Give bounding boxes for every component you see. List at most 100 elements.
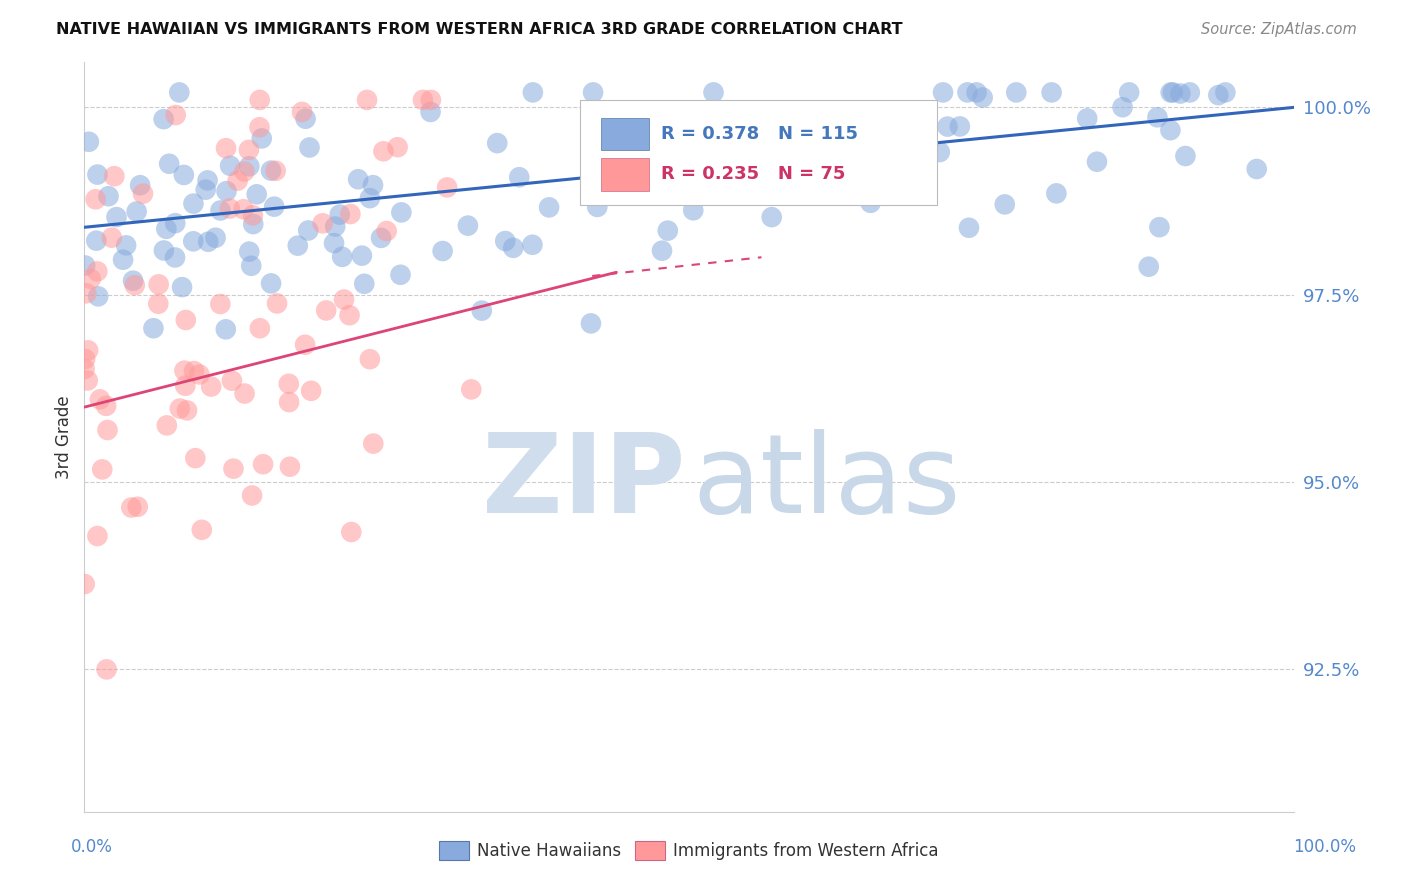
Point — [215, 141, 238, 155]
Point — [165, 216, 187, 230]
Point — [312, 216, 335, 230]
Point — [124, 278, 146, 293]
Point — [359, 352, 381, 367]
Point — [778, 124, 800, 138]
Point — [101, 230, 124, 244]
Point — [522, 86, 544, 100]
Point — [389, 205, 412, 219]
Point — [242, 208, 264, 222]
Point — [621, 162, 644, 177]
Point — [240, 488, 263, 502]
Point — [163, 251, 186, 265]
Point — [169, 401, 191, 416]
Point — [89, 392, 111, 407]
Point — [197, 173, 219, 187]
Point — [233, 386, 256, 401]
Point — [347, 172, 370, 186]
Point — [957, 220, 980, 235]
Point — [200, 379, 222, 393]
Point — [169, 86, 191, 100]
Point — [436, 180, 458, 194]
Point — [260, 277, 283, 291]
Point — [1174, 149, 1197, 163]
Point — [720, 187, 742, 202]
Point — [486, 136, 509, 150]
Point — [340, 524, 363, 539]
Point — [197, 235, 219, 249]
Point — [579, 317, 602, 331]
Point — [972, 90, 994, 104]
Point — [287, 238, 309, 252]
Point — [1215, 86, 1237, 100]
Point — [112, 252, 135, 267]
Point — [105, 210, 128, 224]
Point — [240, 259, 263, 273]
Point — [350, 249, 373, 263]
Point — [76, 374, 98, 388]
Point — [226, 174, 249, 188]
Point — [75, 351, 97, 366]
Point — [1076, 112, 1098, 126]
Point — [209, 297, 232, 311]
Point — [460, 383, 482, 397]
Point — [232, 202, 254, 217]
Point — [339, 207, 361, 221]
Point — [1045, 186, 1067, 201]
Point — [375, 224, 398, 238]
Point — [96, 662, 118, 676]
Point — [75, 259, 97, 273]
Point — [173, 168, 195, 182]
Point — [142, 321, 165, 335]
Point — [183, 196, 205, 211]
Point — [651, 244, 673, 258]
Point — [238, 244, 260, 259]
Point — [370, 231, 392, 245]
Point — [323, 219, 346, 234]
Point — [657, 224, 679, 238]
Point — [77, 343, 100, 358]
Point — [419, 93, 441, 107]
Point — [249, 93, 271, 107]
Point — [956, 86, 979, 100]
Point — [96, 423, 118, 437]
Point — [522, 237, 544, 252]
Point — [538, 200, 561, 214]
Point — [294, 112, 316, 126]
Point — [238, 143, 260, 157]
Point — [77, 135, 100, 149]
Point — [323, 236, 346, 251]
Point — [215, 184, 238, 198]
Point — [894, 112, 917, 126]
Point — [1159, 123, 1181, 137]
Point — [132, 186, 155, 201]
Point — [183, 364, 205, 378]
Point — [73, 362, 96, 376]
Point — [994, 197, 1017, 211]
Point — [103, 169, 125, 184]
Point — [86, 529, 108, 543]
Point — [215, 322, 238, 336]
Point — [260, 163, 283, 178]
Point — [1246, 161, 1268, 176]
Point — [315, 303, 337, 318]
Point — [1005, 86, 1028, 100]
Point — [238, 159, 260, 173]
Point — [173, 364, 195, 378]
Point — [1111, 100, 1133, 114]
Point — [1137, 260, 1160, 274]
Point — [94, 399, 117, 413]
Point — [80, 272, 103, 286]
FancyBboxPatch shape — [600, 118, 650, 150]
Point — [152, 112, 174, 127]
Point — [1040, 86, 1063, 100]
Point — [278, 395, 301, 409]
Point — [188, 368, 211, 382]
Text: 0.0%: 0.0% — [70, 838, 112, 855]
Point — [966, 86, 988, 100]
Point — [86, 264, 108, 278]
Point — [86, 234, 108, 248]
Point — [148, 296, 170, 310]
Point — [218, 202, 240, 216]
Point — [129, 178, 152, 193]
Point — [1178, 86, 1201, 100]
